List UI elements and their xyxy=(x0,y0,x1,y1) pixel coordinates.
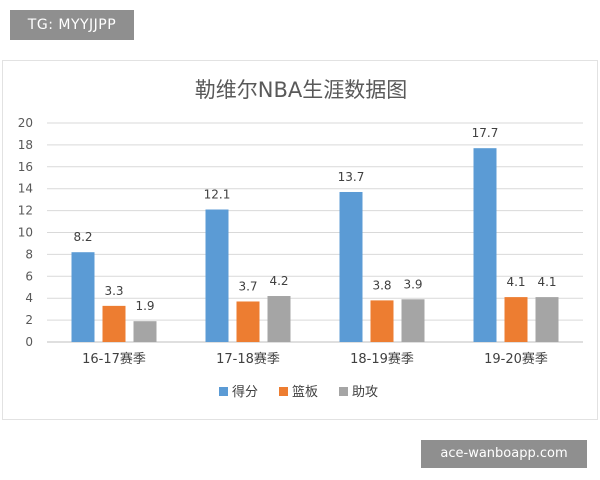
y-tick-label: 2 xyxy=(25,313,33,327)
bar-篮板-19-20赛季 xyxy=(504,297,528,342)
watermark-bottom: ace-wanboapp.com xyxy=(421,440,587,468)
data-label: 13.7 xyxy=(338,170,365,184)
legend-item-得分: 得分 xyxy=(219,384,258,400)
bar-得分-18-19赛季 xyxy=(339,191,363,342)
legend-swatch xyxy=(339,387,348,396)
chart-frame: 勒维尔NBA生涯数据图 0 2 4 6 8 10 12 14 16 18 20 8.2 3.3 1.9 1… xyxy=(2,60,598,420)
legend-item-篮板: 篮板 xyxy=(279,385,318,400)
data-label: 17.7 xyxy=(472,126,499,140)
bar-篮板-16-17赛季 xyxy=(102,305,126,342)
y-tick-label: 10 xyxy=(18,226,33,240)
y-tick-label: 14 xyxy=(18,182,33,196)
bar-助攻-18-19赛季 xyxy=(401,299,425,342)
data-label: 4.2 xyxy=(269,274,288,288)
gridlines xyxy=(47,122,583,343)
data-label: 1.9 xyxy=(135,299,154,313)
y-tick-label: 12 xyxy=(18,204,33,218)
legend-item-助攻: 助攻 xyxy=(339,385,378,400)
data-label: 4.1 xyxy=(506,275,525,289)
legend-label: 助攻 xyxy=(352,385,378,400)
x-tick-label: 19-20赛季 xyxy=(484,351,548,367)
bars xyxy=(71,148,559,342)
bar-得分-17-18赛季 xyxy=(205,209,229,342)
data-label: 3.9 xyxy=(403,277,422,291)
bar-得分-19-20赛季 xyxy=(473,148,497,342)
data-labels: 8.2 3.3 1.9 12.1 3.7 4.2 13.7 3.8 3.9 17.7 4.1 4.1 xyxy=(73,126,556,313)
data-label: 3.7 xyxy=(238,279,257,293)
bar-篮板-18-19赛季 xyxy=(370,300,394,342)
x-tick-label: 18-19赛季 xyxy=(350,351,414,367)
bar-篮板-17-18赛季 xyxy=(236,301,260,342)
legend-label: 篮板 xyxy=(292,385,318,400)
watermark-top: TG: MYYJJPP xyxy=(10,10,134,40)
bar-助攻-17-18赛季 xyxy=(267,296,291,342)
chart-title: 勒维尔NBA生涯数据图 xyxy=(195,78,407,102)
y-tick-label: 0 xyxy=(25,335,33,349)
legend-swatch xyxy=(279,387,288,396)
x-axis-tick-labels: 16-17赛季 17-18赛季 18-19赛季 19-20赛季 xyxy=(82,351,548,367)
y-tick-label: 16 xyxy=(18,160,33,174)
data-label: 3.8 xyxy=(372,278,391,292)
y-tick-label: 8 xyxy=(25,247,33,261)
legend: 得分 篮板 助攻 xyxy=(219,384,378,400)
data-label: 4.1 xyxy=(537,275,556,289)
y-tick-label: 18 xyxy=(18,138,33,152)
legend-swatch xyxy=(219,387,228,396)
bar-助攻-16-17赛季 xyxy=(133,321,157,342)
data-label: 12.1 xyxy=(204,188,231,202)
bar-助攻-19-20赛季 xyxy=(535,297,559,342)
legend-label: 得分 xyxy=(232,384,258,400)
data-label: 3.3 xyxy=(104,284,123,298)
x-tick-label: 16-17赛季 xyxy=(82,351,146,367)
x-tick-label: 17-18赛季 xyxy=(216,351,280,367)
data-label: 8.2 xyxy=(73,230,92,244)
bar-chart: 勒维尔NBA生涯数据图 0 2 4 6 8 10 12 14 16 18 20 8.2 3.3 1.9 1… xyxy=(18,78,583,400)
bar-得分-16-17赛季 xyxy=(71,252,95,342)
y-tick-label: 4 xyxy=(25,291,33,305)
y-axis-tick-labels: 0 2 4 6 8 10 12 14 16 18 20 xyxy=(18,116,33,349)
y-tick-label: 6 xyxy=(25,269,33,283)
y-tick-label: 20 xyxy=(18,116,33,130)
